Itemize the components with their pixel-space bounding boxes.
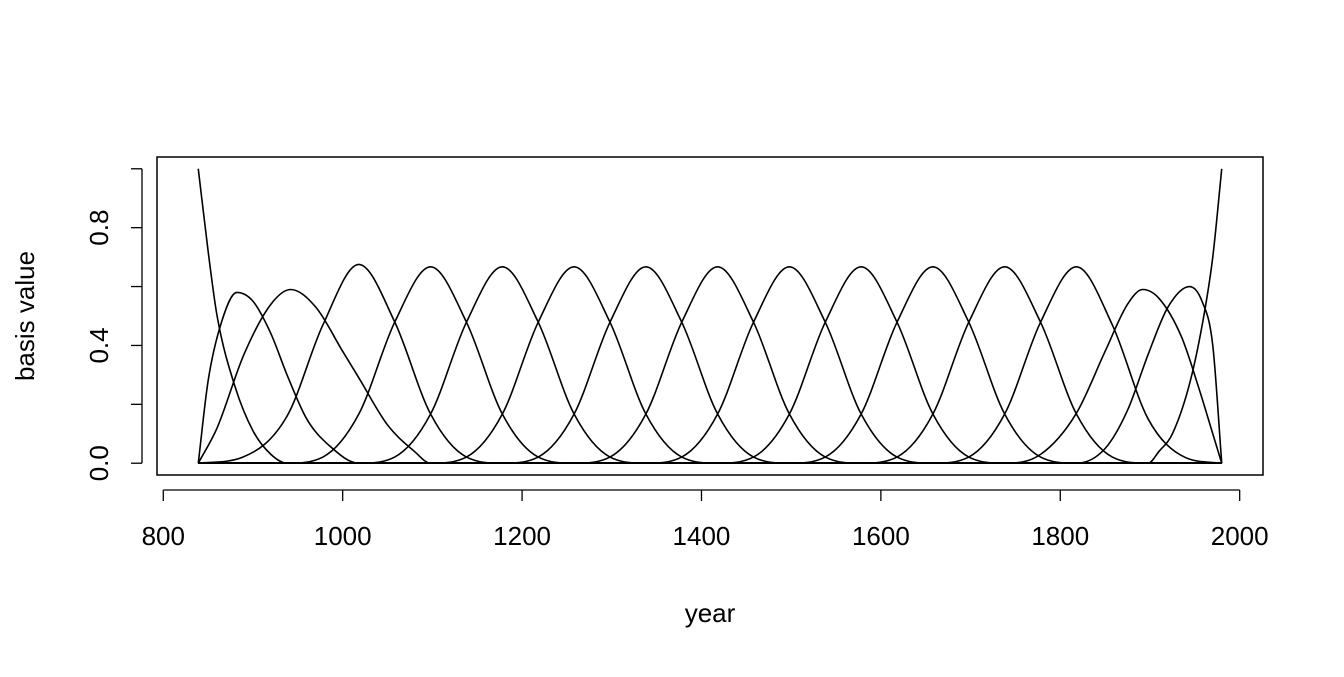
basis-line	[198, 288, 1223, 465]
y-tick-label: 0.0	[84, 445, 114, 481]
y-tick-label: 0.4	[84, 327, 114, 363]
basis-line	[197, 288, 1222, 465]
basis-line	[197, 291, 1222, 465]
y-axis-label: basis value	[10, 251, 40, 381]
x-tick-label: 1800	[1031, 521, 1089, 551]
x-tick-label: 800	[142, 521, 185, 551]
x-tick-label: 2000	[1211, 521, 1269, 551]
x-tick-label: 1200	[493, 521, 551, 551]
basis-line	[197, 168, 1222, 465]
x-axis-label: year	[685, 598, 736, 628]
x-tick-label: 1400	[673, 521, 731, 551]
y-tick-label: 0.8	[84, 210, 114, 246]
x-tick-label: 1000	[314, 521, 372, 551]
basis-line	[198, 285, 1223, 465]
x-tick-label: 1600	[852, 521, 910, 551]
basis-line	[198, 168, 1223, 465]
plot-box	[156, 156, 1264, 476]
basis-line	[198, 263, 1222, 465]
